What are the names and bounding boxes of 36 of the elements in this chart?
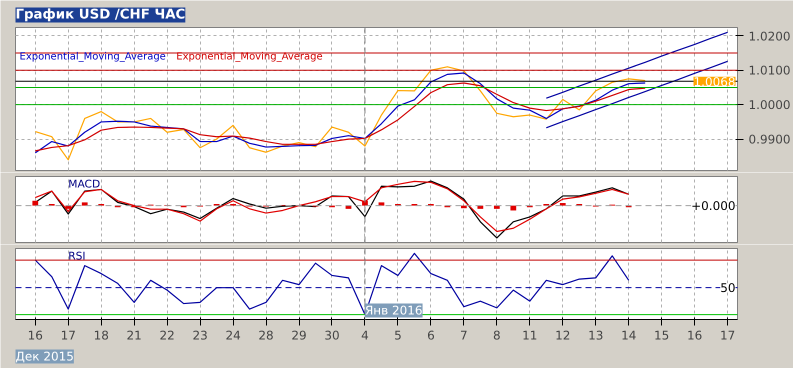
chart-title: MACD <box>68 178 100 190</box>
x-tick-label: 5 <box>394 328 402 342</box>
x-tick-label: 18 <box>94 328 109 342</box>
chart-title: График USD /CHF ЧАС <box>16 8 186 22</box>
x-tick-label: 15 <box>654 328 670 342</box>
y-tick-label: 1.0100 <box>748 64 790 78</box>
x-tick-label: 28 <box>258 328 274 342</box>
ref-line-label: 1.0068 <box>694 74 736 89</box>
text: Exponential_Moving_Average <box>176 52 323 62</box>
x-tick-label: 17 <box>60 328 76 342</box>
text: Дек 2015 <box>16 350 74 364</box>
x-tick-label: 29 <box>291 328 307 342</box>
y-tick-label: 1.0000 <box>748 98 790 112</box>
y-tick-label: 1.0200 <box>748 29 790 44</box>
x-tick-label: 30 <box>324 328 340 342</box>
annotation: 50 <box>720 281 736 296</box>
ref-line-label: +0.000 <box>691 199 736 214</box>
text: Exponential_Moving_Average <box>20 52 166 62</box>
chart-title: RSI <box>68 250 86 262</box>
ref-line-label: Янв 2016 <box>364 304 423 318</box>
x-tick-label: 16 <box>28 328 43 342</box>
x-tick-label: 17 <box>720 328 736 342</box>
x-tick-label: 23 <box>192 328 208 342</box>
x-tick-label: 7 <box>460 328 468 342</box>
x-tick-label: 24 <box>225 328 241 342</box>
x-tick-label: 14 <box>621 328 636 342</box>
y-tick-label: 0.9900 <box>748 132 790 147</box>
x-tick-label: 22 <box>160 328 175 342</box>
x-tick-label: 6 <box>427 328 435 342</box>
x-tick-label: 4 <box>361 328 369 342</box>
x-tick-label: 11 <box>522 328 538 342</box>
x-tick-label: 13 <box>588 328 604 342</box>
x-tick-label: 21 <box>126 328 142 342</box>
x-tick-label: 16 <box>687 328 702 342</box>
x-tick-label: 12 <box>555 328 570 342</box>
x-tick-label: 8 <box>493 328 501 342</box>
